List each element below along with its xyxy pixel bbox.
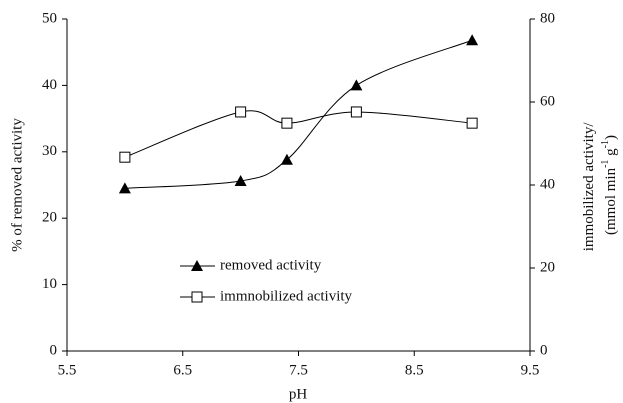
point [350, 79, 363, 91]
point [466, 34, 479, 46]
point [466, 117, 478, 129]
series-line [124, 39, 473, 189]
y2-tick-label: 40 [540, 176, 555, 192]
point [350, 106, 362, 118]
point [235, 106, 247, 118]
y2-tick-label: 80 [540, 10, 555, 26]
x-tick-label: 8.5 [405, 362, 424, 378]
legend-marker [191, 291, 203, 303]
y-tick-label: 50 [42, 10, 57, 26]
y2-axis-title-line: (mmol min [603, 167, 619, 235]
y-tick-label: 20 [42, 210, 57, 226]
y-axis-title: % of removed activity [9, 118, 25, 252]
y2-axis-title-part: g [603, 148, 619, 160]
series-line [124, 110, 473, 158]
point [234, 175, 247, 187]
y-tick-label: 0 [50, 342, 58, 358]
legend-label: immnobilized activity [220, 288, 353, 304]
superscript: -1 [600, 160, 611, 168]
y-tick-label: 10 [42, 276, 57, 292]
y2-tick-label: 20 [540, 259, 555, 275]
point [118, 182, 131, 194]
x-tick-label: 5.5 [58, 362, 77, 378]
y2-axis-title-line: immobilized activity/ [581, 122, 597, 252]
point [119, 151, 131, 163]
x-tick-label: 6.5 [173, 362, 192, 378]
y2-axis-title: immobilized activity/ (mmol min-1 g-1) [581, 119, 619, 251]
x-axis-title: pH [289, 386, 308, 402]
legend-label: removed activity [220, 257, 322, 273]
y2-axis-title-part: ) [603, 135, 619, 140]
y2-tick-label: 0 [540, 342, 548, 358]
x-tick-label: 9.5 [521, 362, 540, 378]
legend-marker [191, 260, 203, 271]
point [281, 117, 293, 129]
superscript: -1 [600, 140, 611, 148]
y2-tick-label: 60 [540, 93, 555, 109]
x-tick-label: 7.5 [289, 362, 308, 378]
y-tick-label: 30 [42, 143, 57, 159]
y-tick-label: 40 [42, 77, 57, 93]
point [280, 153, 293, 165]
